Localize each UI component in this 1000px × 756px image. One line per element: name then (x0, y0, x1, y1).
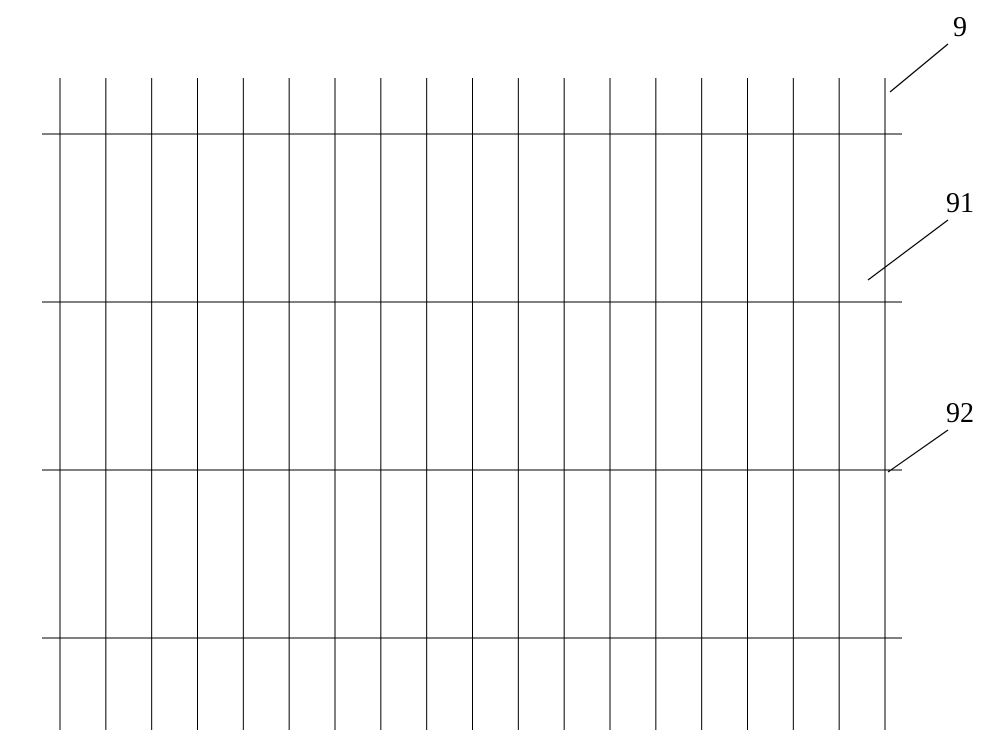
callout-label-c92: 92 (946, 398, 974, 430)
diagram-svg (0, 0, 1000, 756)
diagram-container: 9 91 92 (0, 0, 1000, 756)
callouts (868, 44, 948, 472)
callout-line-c91 (868, 220, 948, 280)
callout-label-c9: 9 (953, 12, 967, 44)
grid (42, 78, 902, 730)
callout-line-c92 (888, 430, 948, 472)
callout-line-c9 (890, 44, 948, 92)
callout-label-c91: 91 (946, 188, 974, 220)
